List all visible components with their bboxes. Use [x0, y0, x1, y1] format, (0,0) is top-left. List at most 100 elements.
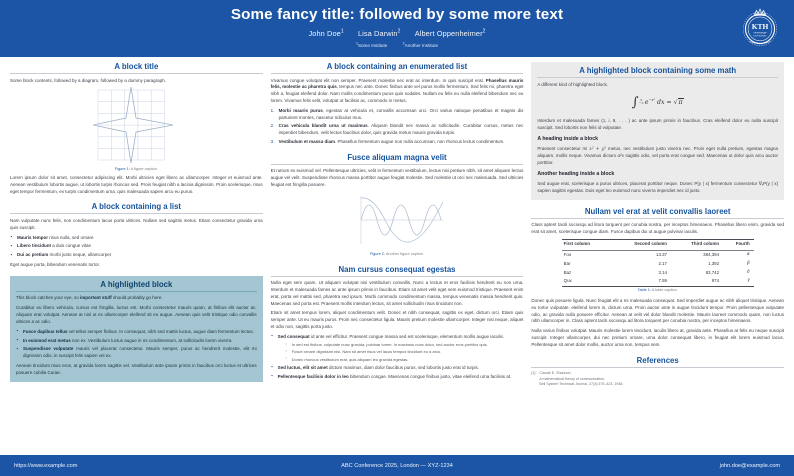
reference-author: Claude E. Shannon,	[539, 371, 572, 376]
list-item-lead: Libero tincidunt	[17, 243, 51, 249]
block-intro-text: A different kind of highlighted block.	[537, 81, 609, 87]
table-cell: δ	[747, 269, 750, 275]
list-item-rest: risus nulla, sed ornare	[48, 234, 94, 240]
sub-heading: Another heading inside a block	[537, 171, 615, 178]
heading-divider	[270, 73, 524, 74]
block-heading: A highlighted block	[100, 279, 173, 289]
block-heading: A block containing a list	[91, 202, 182, 212]
sine-wave-chart-icon	[360, 195, 444, 244]
figure-sine-waves: Figure 2: Another figure caption.	[271, 192, 524, 258]
block-a-highlighted-block: A highlighted block This block catches y…	[10, 275, 263, 382]
block-paragraph: Etiam sit amet tempus lorem, aliquet con…	[270, 310, 524, 329]
middle-column: A block containing an enumerated list Vi…	[270, 62, 524, 455]
list-item-lead: Morbi mauris purus	[278, 107, 323, 113]
list-item-rest: bibendum congue. Maecenas congue finibus…	[348, 373, 512, 379]
author-entry: John Doe1	[308, 29, 343, 38]
footer-conference-info: ABC Conference 2025, London — XYZ-1234	[341, 462, 453, 469]
paragraph-post: metus, nec vestibulum justo viverra nec.…	[537, 145, 779, 166]
sub-list-item: Fusce ornare dignissim nisi. Nam sit ame…	[286, 349, 524, 355]
block-intro-text: Some block contents, followed by a diagr…	[10, 77, 166, 83]
reference-entry: [1] Claude E. Shannon, A mathematical th…	[531, 371, 784, 387]
author-affiliation-marker: 1	[340, 28, 344, 35]
intro-pre: This block catches your eye, so	[16, 295, 81, 301]
reference-title: A mathematical theory of communication,	[539, 376, 606, 381]
figure-star-diagram: Figure 1: A figure caption.	[10, 87, 263, 173]
figure-caption-label: Figure 1:	[114, 167, 130, 172]
list-item-lead: Dui ac pretium	[17, 252, 49, 258]
list-item: Suspendisse vulputate mauris vel placera…	[16, 346, 256, 360]
list-item-rest: morbi justo neque, ullamcorper	[48, 252, 112, 258]
table-cell: 384,394	[703, 251, 720, 257]
block-paragraph: Curabitur eu libero vehicula, cursus est…	[16, 305, 257, 324]
table-column-header: Third column	[671, 238, 724, 251]
integral-lower-limit: −∞	[638, 101, 644, 106]
integral-upper-limit: ∞	[639, 97, 643, 102]
heading-divider	[531, 366, 785, 368]
list-item-lead: Pellentesque facilisis dolor in leo	[277, 373, 349, 379]
block-outro-text: Eget augue porta, bibendum venenatis tor…	[10, 262, 101, 268]
poster-footer: https://www.example.com ABC Conference 2…	[0, 455, 794, 476]
svg-text:KTH: KTH	[752, 22, 769, 31]
table-row: Baz 3.14 83,742 δ	[562, 268, 754, 277]
institute-marker: 1	[355, 41, 358, 46]
list-item-rest: id ante vel efficitur. Praesent congue m…	[309, 333, 504, 339]
heading-divider	[270, 163, 524, 165]
list-item-lead: Sed consequat	[277, 333, 310, 339]
block-paragraph: Lorem ipsum dolor sit amet, consectetur …	[10, 174, 263, 194]
footer-email-link[interactable]: john.doe@example.com	[719, 462, 780, 469]
list-item-lead: Mauris tempor	[17, 234, 49, 240]
list-item-rest: a duis congue vitae	[51, 243, 92, 249]
heading-divider	[531, 217, 785, 219]
block-paragraph: Praesent consectetur mi x² + y² metus, n…	[537, 146, 778, 167]
list-item: Vestibulum et massa diam. Phasellus ferm…	[271, 139, 524, 146]
page-title: Some fancy title: followed by some more …	[230, 6, 564, 23]
block-paragraph: Class aptent taciti sociosqu ad litora t…	[531, 222, 785, 235]
block-intro-text: This block catches your eye, so importan…	[16, 295, 257, 302]
intro-post: should probably go here.	[111, 295, 163, 301]
table-column-header: Second column	[611, 238, 671, 251]
list-item: Libero tincidunt a duis congue vitae	[10, 243, 263, 250]
list-item: Fusce dapibus tellus vel tellus semper f…	[16, 328, 257, 336]
heading-divider	[16, 290, 257, 292]
list-item-rest: non ex. Vestibulum luctus augue in mi co…	[70, 337, 233, 343]
list-item-lead: Cras vehicula blandit urna ut maximus	[278, 123, 368, 129]
heading-divider	[10, 73, 263, 74]
figure-caption: Figure 1: A figure caption.	[10, 167, 263, 173]
list-item: Dui ac pretium morbi justo neque, ullamc…	[10, 252, 263, 259]
list-item: Morbi mauris purus, egestas at vehicula …	[271, 108, 524, 122]
block-enumerated-list: A block containing an enumerated list Vi…	[270, 62, 524, 146]
table-caption: Table 1: A table caption.	[531, 288, 784, 294]
table-cell: Bar	[563, 260, 571, 266]
svg-text:OCH KONST: OCH KONST	[753, 35, 767, 37]
table-cell: 974	[671, 277, 724, 288]
sub-list-item: Donec rhoncus vestibulum erat, quis aliq…	[286, 356, 524, 363]
table-cell: 7.59	[611, 277, 671, 288]
institute-entry: 2Another Institute	[402, 41, 438, 49]
institute-marker: 2	[402, 41, 405, 46]
block-references: References [1] Claude E. Shannon, A math…	[531, 356, 785, 388]
list-item-lead: Vestibulum et massa diam	[278, 139, 335, 145]
table-cell: Baz	[563, 269, 572, 275]
reference-number: [1]	[531, 371, 536, 376]
table-row: Qux 7.59 974 γ	[561, 277, 754, 288]
poster-columns: A block title Some block contents, follo…	[0, 57, 794, 455]
list-item-rest: , egestas at vehicula et, convallis accu…	[278, 107, 524, 120]
integral-sign-icon: ∫	[631, 95, 639, 111]
list-item-rest: . Phasellus fermentum augue non nulla ac…	[334, 139, 505, 145]
table-cell: 1,392	[708, 260, 720, 266]
poster-header: Some fancy title: followed by some more …	[0, 0, 794, 57]
list-item-lead: Fusce dapibus tellus	[23, 328, 68, 334]
heading-divider	[270, 275, 524, 277]
star-diagram-icon	[93, 87, 174, 164]
list-item-rest: dictum maximus, diam dolor faucibus puru…	[327, 364, 480, 370]
list-item: Cras vehicula blandit urna ut maximus. A…	[271, 123, 524, 137]
table-row: Bar 2.17 1,392 β	[562, 260, 754, 269]
footer-website-link[interactable]: https://www.example.com	[14, 462, 78, 469]
author-affiliation-marker: 2	[397, 28, 401, 35]
list-item: Mauris tempor risus nulla, sed ornare	[10, 234, 263, 242]
integral-limits: ∞ −∞	[638, 97, 644, 106]
list-item-lead: In euismod erat metus	[23, 337, 71, 343]
block-paragraph: Vivamus congue volutpat elit non semper.…	[271, 78, 524, 105]
block-nullam-vel-erat: Nullam vel erat at velit convallis laore…	[531, 207, 785, 349]
